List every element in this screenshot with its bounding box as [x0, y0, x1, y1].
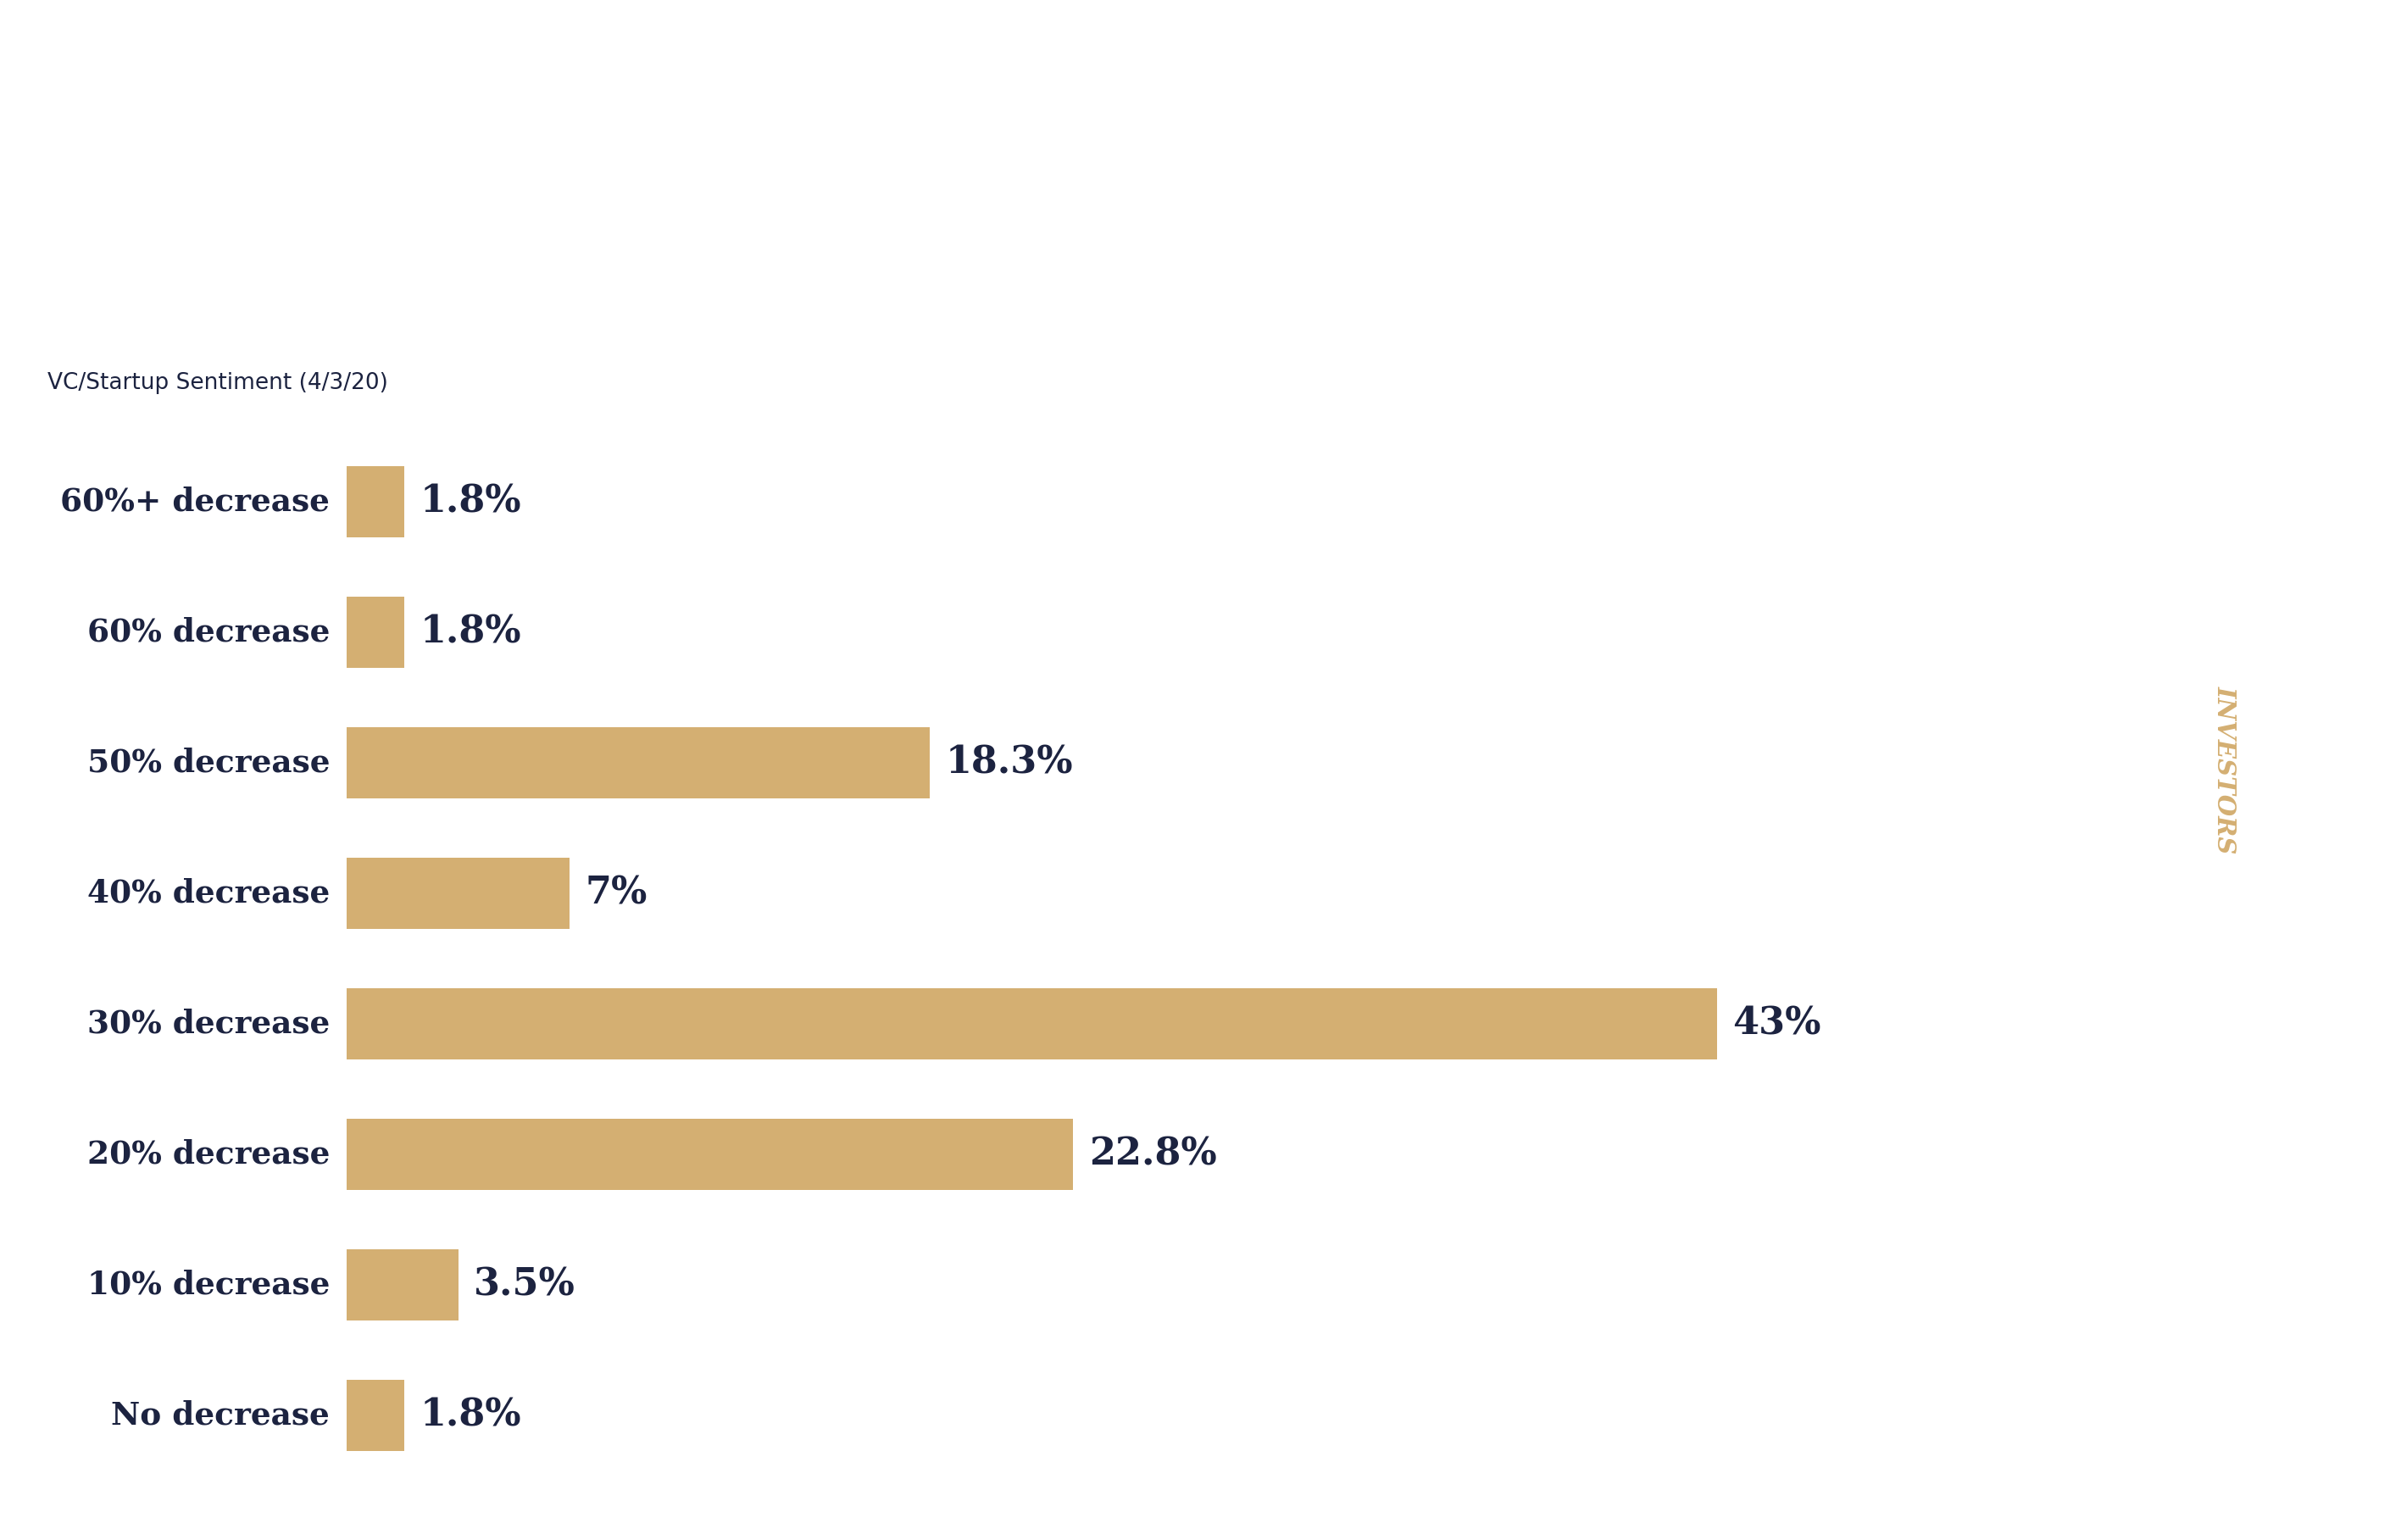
Text: VC/Startup Sentiment (4/3/20): VC/Startup Sentiment (4/3/20): [48, 373, 390, 394]
Bar: [347, 1249, 459, 1321]
Text: 20% decrease: 20% decrease: [86, 1138, 330, 1170]
Bar: [347, 727, 930, 799]
Text: 40% decrease: 40% decrease: [86, 878, 330, 909]
Text: How much do you think early stage valuations will decrease: How much do you think early stage valuat…: [72, 68, 1888, 120]
Text: 1.8%: 1.8%: [421, 1397, 521, 1434]
Bar: [347, 989, 1716, 1060]
Text: 50% decrease: 50% decrease: [86, 747, 330, 779]
Text: No decrease: No decrease: [112, 1400, 330, 1431]
Text: 18.3%: 18.3%: [946, 745, 1073, 781]
Bar: [347, 1380, 404, 1451]
Text: 3.5%: 3.5%: [473, 1267, 576, 1303]
Text: 1.8%: 1.8%: [421, 614, 521, 650]
Bar: [347, 858, 569, 929]
Bar: [347, 467, 404, 537]
Text: 60%+ decrease: 60%+ decrease: [60, 487, 330, 517]
Text: INVESTORS: INVESTORS: [2213, 685, 2237, 855]
Text: 1.8%: 1.8%: [421, 484, 521, 521]
Text: 30% decrease: 30% decrease: [86, 1009, 330, 1040]
Text: 22.8%: 22.8%: [1090, 1137, 1217, 1172]
Bar: [347, 1118, 1073, 1190]
Text: 10% decrease: 10% decrease: [86, 1269, 330, 1301]
Bar: [347, 596, 404, 668]
Text: 60% decrease: 60% decrease: [86, 616, 330, 648]
Text: during this time?: during this time?: [72, 189, 598, 242]
Text: NfX: NfX: [2161, 100, 2309, 169]
Text: 7%: 7%: [586, 875, 648, 912]
Text: 43%: 43%: [1733, 1006, 1821, 1043]
